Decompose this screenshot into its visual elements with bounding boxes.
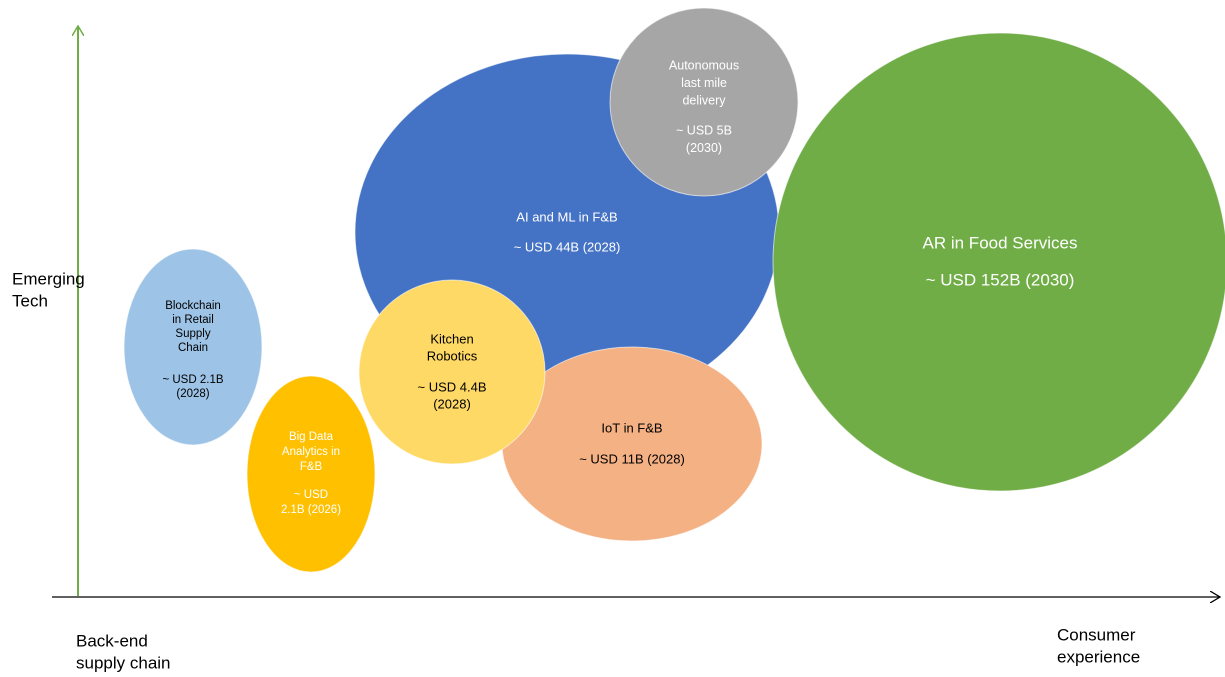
axis-label: experience (1057, 647, 1140, 666)
bubble-name: Supply (175, 328, 210, 340)
bubble-name: AI and ML in F&B (516, 209, 617, 224)
axis-label: Consumer (1057, 625, 1136, 644)
axis-label: Tech (12, 291, 48, 310)
bubble-name: delivery (682, 93, 726, 107)
bubble-shape (772, 32, 1225, 492)
bubble-name: IoT in F&B (601, 420, 662, 435)
bubble-name: F&B (300, 461, 323, 473)
bubble: Autonomous last mile delivery ~ USD 5B (2030… (609, 7, 799, 197)
bubble-name: AR in Food Services (923, 233, 1078, 252)
bubble-name: last mile (681, 76, 727, 90)
bubble-value: (2030) (686, 141, 722, 155)
bubble-shape (609, 7, 799, 197)
bubble-name: Big Data (289, 431, 334, 443)
axis-label: Emerging (12, 269, 85, 288)
bubble-value: ~ USD (294, 489, 328, 501)
axis-label: Back-end (76, 631, 148, 650)
bubble-value: ~ USD 44B (2028) (514, 239, 621, 254)
bubbles: AI and ML in F&B ~ USD 44B (2028) Autonomo… (123, 7, 1225, 573)
bubble-value: ~ USD 2.1B (162, 374, 223, 386)
bubble-name: in Retail (172, 314, 214, 326)
bubble-value: (2028) (176, 388, 209, 400)
bubble-value: ~ USD 152B (2030) (926, 270, 1075, 289)
bubble: AR in Food Services ~ USD 152B (2030) (772, 32, 1225, 492)
axis-labels: Emerging Tech Back-end supply chain Consumer… (12, 269, 1140, 672)
bubble-name: Chain (178, 342, 208, 354)
bubble-name: Analytics in (282, 446, 340, 458)
bubble-value: 2.1B (2026) (281, 504, 341, 516)
bubble-shape (123, 248, 263, 446)
bubble-shape (246, 375, 376, 573)
axis-label: supply chain (76, 653, 171, 672)
bubble-value: ~ USD 4.4B (417, 379, 486, 394)
bubble: Blockchain in Retail Supply Chain ~ USD 2.1B… (123, 248, 263, 446)
bubble-value: ~ USD 11B (2028) (579, 451, 685, 466)
bubble-name: Kitchen (430, 331, 473, 346)
bubble: IoT in F&B ~ USD 11B (2028) (501, 346, 763, 542)
bubble-name: Robotics (427, 348, 478, 363)
bubble-value: ~ USD 5B (676, 123, 732, 137)
bubble-value: (2028) (433, 396, 471, 411)
bubble: Big Data Analytics in F&B ~ USD 2.1B (2026) (246, 375, 376, 573)
bubble-name: Blockchain (165, 300, 221, 312)
bubble-name: Autonomous (669, 58, 739, 72)
bubble: Kitchen Robotics ~ USD 4.4B (2028) (358, 279, 546, 465)
bubble-shape (358, 279, 546, 465)
